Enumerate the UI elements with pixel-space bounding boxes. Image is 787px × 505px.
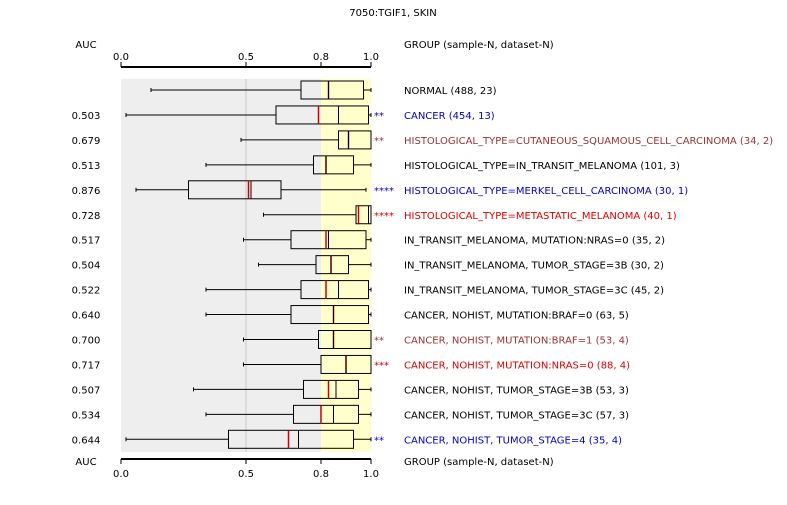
group-label: CANCER, NOHIST, TUMOR_STAGE=3C (57, 3) [404, 410, 629, 421]
auc-value: 0.534 [72, 410, 101, 421]
significance-stars: **** [374, 211, 394, 222]
group-label: CANCER, NOHIST, TUMOR_STAGE=4 (35, 4) [404, 435, 622, 446]
box-row: 0.644 ** CANCER, NOHIST, TUMOR_STAGE=4 (35… [72, 429, 622, 449]
box [290, 305, 369, 325]
x-tick-label-bottom: 0.5 [238, 469, 254, 480]
group-label: HISTOLOGICAL_TYPE=METASTATIC_MELANOMA (4… [404, 211, 677, 222]
auc-value: 0.728 [72, 211, 101, 222]
box-row: 0.640 CANCER, NOHIST, MUTATION:BRAF=0 (63… [72, 305, 629, 325]
group-label: CANCER, NOHIST, MUTATION:BRAF=0 (63, 5) [404, 311, 629, 322]
auc-value: 0.503 [72, 111, 101, 122]
chart-title: 7050:TGIF1, SKIN [349, 8, 436, 19]
group-label: CANCER, NOHIST, TUMOR_STAGE=3B (53, 3) [404, 385, 629, 396]
significance-stars: ** [374, 136, 384, 147]
axis-layer: 0.0 0.5 0.8 1.0 0.0 0.5 0.8 1.0 [113, 52, 379, 480]
auc-header-top: AUC [75, 40, 96, 51]
x-tick-label-top: 0.8 [313, 52, 329, 63]
box-row: NORMAL (488, 23) [150, 80, 497, 100]
x-tick-label-bottom: 0.8 [313, 469, 329, 480]
x-tick-label-top: 0.5 [238, 52, 254, 63]
box-row: 0.513 HISTOLOGICAL_TYPE=IN_TRANSIT_MELANO… [72, 155, 680, 175]
group-label: IN_TRANSIT_MELANOMA, TUMOR_STAGE=3B (30,… [404, 261, 664, 272]
significance-stars: ** [374, 336, 384, 347]
box [313, 155, 354, 175]
group-label: CANCER, NOHIST, MUTATION:BRAF=1 (53, 4) [404, 336, 629, 347]
group-label: IN_TRANSIT_MELANOMA, TUMOR_STAGE=3C (45,… [404, 286, 664, 297]
box [338, 130, 372, 150]
box [293, 404, 359, 424]
box [315, 255, 349, 275]
x-tick-label-bottom: 1.0 [363, 469, 379, 480]
x-tick-label-top: 1.0 [363, 52, 379, 63]
auc-value: 0.717 [72, 360, 101, 371]
auc-value: 0.517 [72, 236, 101, 247]
auc-value: 0.876 [72, 186, 101, 197]
box-row: 0.522 IN_TRANSIT_MELANOMA, TUMOR_STAGE=3C… [72, 280, 664, 300]
box [355, 205, 372, 225]
group-label: IN_TRANSIT_MELANOMA, MUTATION:NRAS=0 (35… [404, 236, 665, 247]
box [300, 280, 369, 300]
significance-stars: *** [374, 360, 389, 371]
box-row: 0.876 **** HISTOLOGICAL_TYPE=MERKEL_CELL_C… [72, 180, 688, 200]
significance-stars: ** [374, 435, 384, 446]
box-row: 0.728 **** HISTOLOGICAL_TYPE=METASTATIC_ME… [72, 205, 677, 225]
auc-value: 0.507 [72, 385, 101, 396]
box-row: 0.503 ** CANCER (454, 13) [72, 105, 495, 125]
auc-value: 0.700 [72, 336, 101, 347]
group-header-bottom: GROUP (sample-N, dataset-N) [404, 457, 554, 468]
box-row: 0.717 *** CANCER, NOHIST, MUTATION:NRAS=0 … [72, 354, 630, 374]
x-tick-label-bottom: 0.0 [113, 469, 129, 480]
group-label: CANCER, NOHIST, MUTATION:NRAS=0 (88, 4) [404, 360, 630, 371]
box-row: 0.504 IN_TRANSIT_MELANOMA, TUMOR_STAGE=3B… [72, 255, 664, 275]
box [275, 105, 369, 125]
group-label: HISTOLOGICAL_TYPE=IN_TRANSIT_MELANOMA (1… [404, 161, 680, 172]
box-row: 0.700 ** CANCER, NOHIST, MUTATION:BRAF=1 (… [72, 330, 629, 349]
box-row: 0.534 CANCER, NOHIST, TUMOR_STAGE=3C (57,… [72, 404, 629, 424]
auc-value: 0.513 [72, 161, 101, 172]
group-label: HISTOLOGICAL_TYPE=CUTANEOUS_SQUAMOUS_CEL… [404, 136, 773, 147]
significance-stars: ** [374, 111, 384, 122]
x-tick-label-top: 0.0 [113, 52, 129, 63]
auc-value: 0.522 [72, 286, 101, 297]
rows-layer: NORMAL (488, 23)0.503 ** CANCER (454, 13)0… [72, 80, 773, 449]
auc-value: 0.644 [72, 435, 101, 446]
auc-header-bottom: AUC [75, 457, 96, 468]
significance-stars: **** [374, 186, 394, 197]
box [303, 379, 359, 399]
box [228, 429, 354, 449]
box-row: 0.507 CANCER, NOHIST, TUMOR_STAGE=3B (53,… [72, 379, 629, 399]
box [318, 330, 372, 349]
group-label: NORMAL (488, 23) [404, 86, 497, 97]
auc-value: 0.504 [72, 261, 101, 272]
box-row: 0.679 ** HISTOLOGICAL_TYPE=CUTANEOUS_SQUAM… [72, 130, 773, 150]
background-layer [121, 79, 371, 452]
box [300, 80, 364, 100]
group-header-top: GROUP (sample-N, dataset-N) [404, 40, 554, 51]
group-label: CANCER (454, 13) [404, 111, 495, 122]
plot-background [121, 79, 321, 452]
auc-value: 0.679 [72, 136, 101, 147]
auc-value: 0.640 [72, 311, 101, 322]
box-row: 0.517 IN_TRANSIT_MELANOMA, MUTATION:NRAS=… [72, 230, 665, 250]
group-label: HISTOLOGICAL_TYPE=MERKEL_CELL_CARCINOMA … [404, 186, 688, 197]
box [188, 180, 282, 200]
